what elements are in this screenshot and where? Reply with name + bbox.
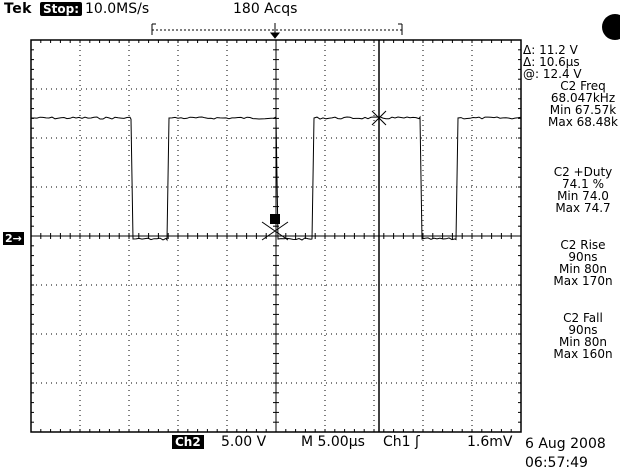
run-state-badge[interactable]: Stop: bbox=[40, 2, 83, 16]
brand-logo: Tek bbox=[4, 1, 32, 17]
sample-rate: 10.0MS/s bbox=[85, 1, 150, 17]
cursor-crosshair bbox=[371, 110, 387, 126]
measurement-rise-min: Min 80n bbox=[559, 262, 607, 276]
cursor-delta-time: Δ: 10.6µs bbox=[523, 55, 580, 69]
trigger-source-readout: Ch1 ʃ bbox=[383, 434, 420, 450]
measurement-duty-max: Max 74.7 bbox=[555, 201, 611, 215]
record-indicator-icon bbox=[602, 14, 620, 40]
timebase-readout: M 5.00µs bbox=[301, 434, 365, 450]
measurement-freq-min: Min 67.57k bbox=[549, 103, 617, 117]
measurement-freq-max: Max 68.48k bbox=[548, 115, 618, 129]
measurement-duty-min: Min 74.0 bbox=[557, 189, 609, 203]
record-position-bracket bbox=[151, 23, 403, 39]
cursor-delta-voltage: Δ: 11.2 V bbox=[523, 43, 578, 57]
measurement-fall-max: Max 160n bbox=[553, 347, 613, 361]
ch2-waveform-trace bbox=[31, 115, 522, 242]
cursor-at-voltage: @: 12.4 V bbox=[523, 67, 582, 81]
graticule-grid bbox=[30, 39, 522, 433]
measurement-duty-value: 74.1 % bbox=[562, 177, 604, 191]
ch2-ground-marker[interactable]: 2→ bbox=[3, 232, 24, 245]
measurement-freq-title: C2 Freq bbox=[560, 79, 606, 93]
ch2-channel-badge[interactable]: Ch2 bbox=[172, 435, 204, 449]
measurement-fall-min: Min 80n bbox=[559, 335, 607, 349]
acquisition-count: 180 Acqs bbox=[233, 1, 298, 17]
date-readout: 6 Aug 2008 bbox=[525, 436, 606, 452]
measurement-freq-value: 68.047kHz bbox=[550, 91, 616, 105]
measurement-fall-value: 90ns bbox=[568, 323, 598, 337]
measurement-fall-title: C2 Fall bbox=[563, 311, 603, 325]
trigger-position-marker bbox=[261, 214, 289, 241]
measurement-rise-title: C2 Rise bbox=[560, 238, 606, 252]
trigger-level-readout: 1.6mV bbox=[467, 434, 513, 450]
time-readout: 06:57:49 bbox=[525, 455, 588, 471]
ch2-volts-per-div: 5.00 V bbox=[221, 434, 267, 450]
measurement-rise-max: Max 170n bbox=[553, 274, 613, 288]
measurement-rise-value: 90ns bbox=[568, 250, 598, 264]
measurement-duty-title: C2 +Duty bbox=[553, 165, 613, 179]
